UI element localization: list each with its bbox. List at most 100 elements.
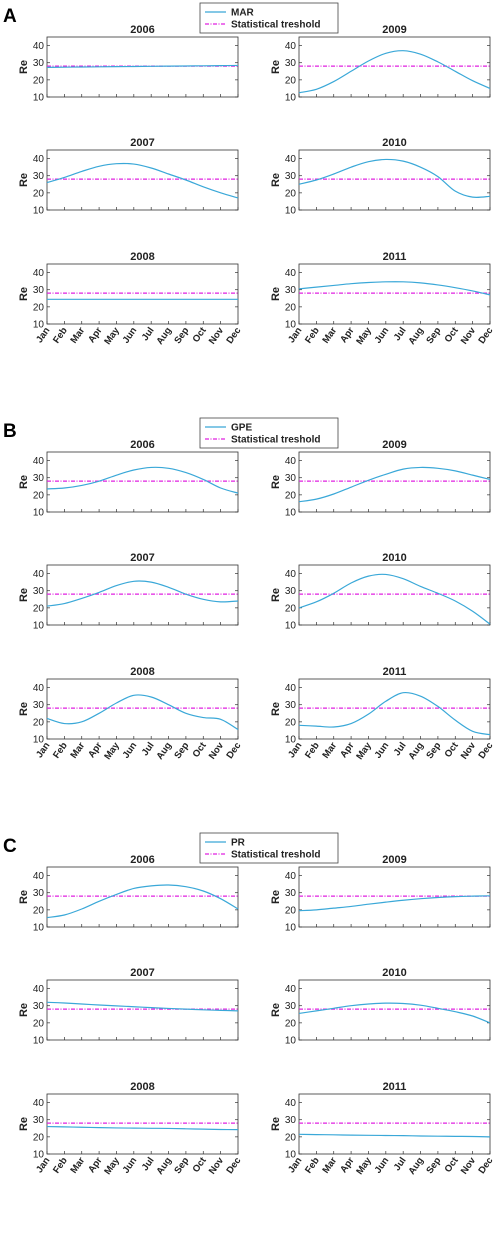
- x-tick-label: May: [102, 1155, 122, 1177]
- x-tick-label: Oct: [443, 740, 462, 760]
- x-tick-label: Apr: [86, 325, 105, 345]
- panel-letter: A: [3, 6, 17, 27]
- axes-box: [298, 564, 491, 626]
- axes-box: [298, 263, 491, 325]
- x-tick-label: Aug: [154, 740, 174, 762]
- axes-box: [46, 678, 239, 740]
- y-axis-label: Re: [270, 1003, 282, 1017]
- x-tick-label: Nov: [459, 1155, 479, 1177]
- series-line: [298, 50, 491, 94]
- y-tick-label: 20: [33, 490, 45, 501]
- y-tick-label: 30: [285, 1001, 297, 1012]
- x-tick-label: Sep: [172, 740, 191, 761]
- x-tick-label: Aug: [406, 1155, 426, 1177]
- y-tick-label: 40: [33, 569, 45, 580]
- y-tick-label: 40: [285, 154, 297, 165]
- y-tick-label: 30: [285, 1115, 297, 1126]
- y-axis-label: Re: [270, 475, 282, 489]
- y-tick-label: 40: [33, 1098, 45, 1109]
- subplot-title: 2009: [382, 439, 406, 451]
- y-tick-label: 10: [33, 206, 45, 217]
- x-tick-label: Mar: [320, 1155, 339, 1175]
- y-tick-label: 30: [33, 1001, 45, 1012]
- y-tick-label: 20: [285, 302, 297, 313]
- y-tick-label: 40: [33, 984, 45, 995]
- y-tick-label: 20: [285, 1132, 297, 1143]
- y-tick-label: 40: [33, 268, 45, 279]
- y-tick-label: 30: [285, 473, 297, 484]
- y-tick-label: 30: [285, 285, 297, 296]
- x-tick-label: Dec: [476, 325, 495, 346]
- subplot-title: 2006: [130, 24, 154, 36]
- x-tick-label: Apr: [338, 740, 357, 760]
- subplot-title: 2007: [130, 967, 154, 979]
- legend-series-label: PR: [231, 838, 246, 849]
- legend-series-label: MAR: [231, 8, 255, 19]
- x-tick-label: Mar: [68, 740, 87, 760]
- y-tick-label: 10: [285, 735, 297, 746]
- x-tick-label: Dec: [476, 740, 495, 761]
- y-tick-label: 10: [33, 1150, 45, 1161]
- legend-box: [199, 2, 339, 34]
- x-tick-label: Nov: [459, 325, 479, 347]
- y-tick-label: 10: [285, 206, 297, 217]
- series-line: [298, 691, 491, 736]
- y-tick-label: 30: [285, 700, 297, 711]
- subplot-title: 2011: [383, 1081, 407, 1093]
- y-tick-label: 10: [33, 621, 45, 632]
- subplot-title: 2008: [130, 666, 154, 678]
- series-line: [46, 1125, 239, 1131]
- y-tick-label: 40: [33, 456, 45, 467]
- series-line: [46, 580, 239, 607]
- series-line: [298, 1133, 491, 1138]
- x-tick-label: Oct: [443, 1155, 462, 1175]
- legend-series-label: GPE: [231, 423, 252, 434]
- subplot-title: 2009: [382, 854, 406, 866]
- y-tick-label: 30: [33, 285, 45, 296]
- x-tick-label: Feb: [51, 740, 70, 760]
- x-tick-label: Feb: [51, 325, 70, 345]
- y-tick-label: 30: [33, 171, 45, 182]
- x-tick-label: May: [102, 325, 122, 347]
- y-tick-label: 40: [33, 683, 45, 694]
- y-tick-label: 40: [285, 268, 297, 279]
- x-tick-label: Aug: [154, 1155, 174, 1177]
- axes-box: [298, 866, 491, 928]
- axes-box: [298, 149, 491, 211]
- x-tick-label: Dec: [224, 1155, 243, 1176]
- y-axis-label: Re: [270, 588, 282, 602]
- x-tick-label: Feb: [51, 1155, 70, 1175]
- series-line: [298, 281, 491, 296]
- axes-box: [298, 1093, 491, 1155]
- series-line: [46, 1001, 239, 1012]
- subplot-title: 2011: [383, 666, 407, 678]
- y-tick-label: 30: [33, 1115, 45, 1126]
- y-tick-label: 10: [285, 621, 297, 632]
- subplot-title: 2008: [130, 251, 154, 263]
- y-tick-label: 40: [33, 871, 45, 882]
- x-tick-label: Oct: [191, 1155, 210, 1175]
- y-tick-label: 10: [285, 93, 297, 104]
- x-tick-label: Nov: [207, 740, 227, 762]
- x-tick-label: Nov: [459, 740, 479, 762]
- y-tick-label: 40: [285, 569, 297, 580]
- y-tick-label: 40: [33, 41, 45, 52]
- y-tick-label: 20: [285, 188, 297, 199]
- y-axis-label: Re: [18, 890, 30, 904]
- x-tick-label: Mar: [320, 325, 339, 345]
- axes-box: [46, 979, 239, 1041]
- axes-box: [46, 451, 239, 513]
- axes-box: [298, 678, 491, 740]
- y-tick-label: 20: [285, 717, 297, 728]
- subplot-title: 2010: [382, 967, 406, 979]
- series-line: [46, 466, 239, 494]
- y-tick-label: 20: [33, 75, 45, 86]
